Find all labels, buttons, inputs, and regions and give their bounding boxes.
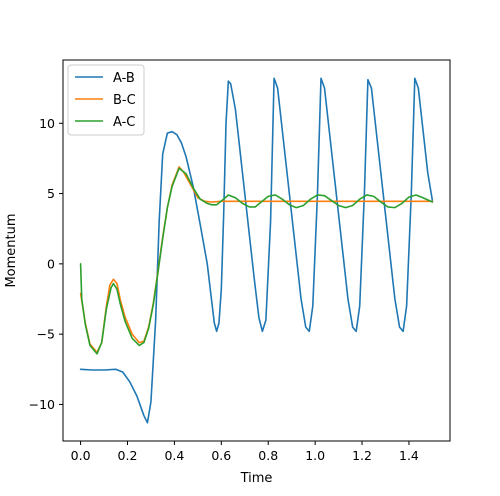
x-tick-label: 0.0	[71, 448, 91, 463]
x-tick-label: 0.8	[258, 448, 278, 463]
x-tick-label: 0.2	[118, 448, 138, 463]
y-axis: −10 −5 0 5 10	[29, 116, 63, 412]
legend-label-b-c: B-C	[113, 93, 136, 108]
plot-frame	[62, 59, 451, 442]
y-tick-label: 5	[47, 186, 55, 201]
x-tick-label: 0.4	[164, 448, 184, 463]
legend-label-a-c: A-C	[113, 115, 135, 130]
x-tick-label: 1.0	[305, 448, 325, 463]
x-axis-title: Time	[240, 471, 273, 486]
x-tick-label: 1.2	[352, 448, 372, 463]
y-axis-title: Momentum	[4, 213, 19, 287]
legend-label-a-b: A-B	[113, 71, 135, 86]
series-layer	[79, 77, 434, 424]
y-tick-label: −5	[37, 327, 55, 342]
legend-box	[67, 64, 145, 136]
x-axis: 0.0 0.2 0.4 0.6 0.8 1.0 1.2 1.4	[71, 441, 419, 463]
y-tick-label: 10	[39, 116, 55, 131]
x-tick-label: 1.4	[399, 448, 419, 463]
series-line-a-c	[79, 167, 434, 355]
legend: A-B B-C A-C	[67, 64, 145, 136]
series-line-a-b	[79, 77, 434, 424]
x-tick-label: 0.6	[211, 448, 231, 463]
y-tick-label: 0	[47, 256, 55, 271]
y-tick-label: −10	[29, 397, 55, 412]
